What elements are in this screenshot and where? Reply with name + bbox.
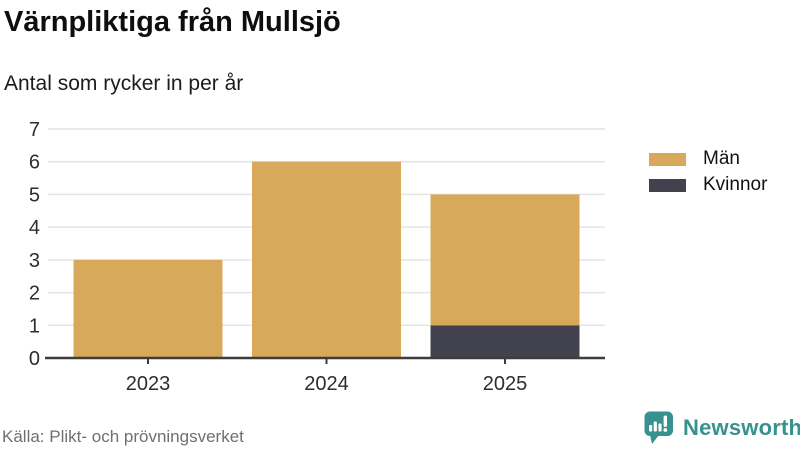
- legend-item-men: Män: [649, 146, 767, 172]
- bar-2023-män: [73, 259, 223, 358]
- y-tick-label: 0: [29, 348, 40, 370]
- newsworthy-wordmark: Newsworthy: [683, 415, 800, 440]
- legend-label-men: Män: [703, 148, 740, 169]
- chart-legend: Män Kvinnor: [649, 146, 767, 198]
- y-tick-label: 4: [29, 217, 40, 239]
- y-tick-label: 6: [29, 152, 40, 174]
- bar-2025-män: [430, 194, 580, 326]
- legend-swatch-women: [649, 178, 686, 192]
- bar-2025-kvinnor: [430, 325, 580, 358]
- chart-subtitle: Antal som rycker in per år: [4, 72, 244, 95]
- page-title: Värnpliktiga från Mullsjö: [4, 6, 341, 38]
- legend-swatch-men: [649, 152, 686, 166]
- y-tick-label: 5: [29, 184, 40, 206]
- bar-2024-män: [252, 161, 401, 358]
- x-tick-label: 2023: [126, 373, 171, 395]
- legend-item-women: Kvinnor: [649, 172, 767, 198]
- source-note: Källa: Plikt- och prövningsverket: [2, 427, 244, 446]
- y-tick-label: 3: [29, 250, 40, 272]
- y-tick-label: 7: [29, 119, 40, 141]
- x-tick-label: 2024: [304, 373, 349, 395]
- x-tick-label: 2025: [483, 373, 528, 395]
- newsworthy-speech-bubble-icon: [644, 411, 673, 444]
- bar-chart: 0 1 2 3 4 5 6 7 2023 2024 2025: [29, 119, 605, 395]
- legend-label-women: Kvinnor: [703, 174, 768, 195]
- y-tick-label: 2: [29, 283, 40, 305]
- y-tick-label: 1: [29, 315, 40, 337]
- newsworthy-logo: Newsworthy: [644, 411, 800, 445]
